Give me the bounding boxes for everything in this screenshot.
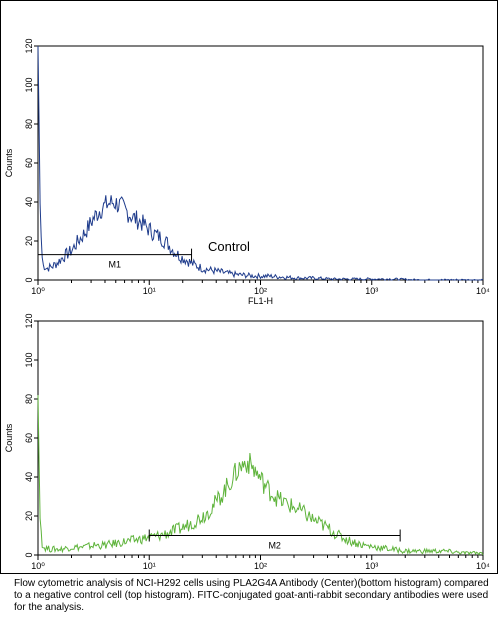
x-tick-label: 10⁰ (31, 286, 45, 296)
y-tick-label: 120 (24, 38, 34, 53)
control-annotation: Control (208, 239, 250, 254)
y-tick-label: 20 (24, 511, 34, 521)
x-tick-label: 10⁰ (31, 561, 45, 571)
plot-frame (37, 320, 484, 556)
y-tick-label: 120 (24, 313, 34, 328)
y-axis-title: Counts (4, 423, 14, 452)
figure-caption: Flow cytometric analysis of NCI-H292 cel… (14, 578, 489, 613)
y-tick-label: 100 (24, 352, 34, 367)
x-tick-label: 10³ (365, 286, 378, 296)
x-tick-label: 10² (254, 561, 267, 571)
x-tick-label: 10⁴ (476, 561, 490, 571)
y-tick-label: 60 (24, 433, 34, 443)
y-tick-label: 60 (24, 158, 34, 168)
y-axis-title: Counts (4, 148, 14, 177)
x-tick-label: 10² (254, 286, 267, 296)
marker-label: M1 (109, 260, 122, 270)
y-tick-label: 80 (24, 119, 34, 129)
histogram-panel-1: 0 20 40 60 80 100 120 10⁰ 10¹ 10² 10³ 10⁴ Counts FL1-… (4, 38, 490, 306)
histogram-line (37, 45, 484, 281)
histogram-line (37, 395, 484, 556)
histogram-panel-2: 0 20 40 60 80 100 120 10⁰ 10¹ 10² 10³ 10⁴ Counts M2 (4, 313, 490, 571)
x-tick-label: 10⁴ (476, 286, 490, 296)
y-tick-label: 40 (24, 197, 34, 207)
x-tick-label: 10¹ (143, 561, 156, 571)
y-tick-label: 100 (24, 77, 34, 92)
marker-label: M2 (268, 541, 281, 551)
y-tick-label: 0 (24, 552, 34, 557)
y-tick-label: 0 (24, 277, 34, 282)
x-axis-title: FL1-H (248, 296, 273, 306)
x-tick-label: 10¹ (143, 286, 156, 296)
histogram-figure: 0 20 40 60 80 100 120 10⁰ 10¹ 10² 10³ 10⁴ Counts FL1-… (4, 38, 490, 571)
y-tick-label: 20 (24, 236, 34, 246)
x-tick-label: 10³ (365, 561, 378, 571)
plot-frame (37, 45, 484, 281)
y-tick-label: 80 (24, 394, 34, 404)
y-tick-label: 40 (24, 472, 34, 482)
figure-frame (0, 0, 498, 574)
